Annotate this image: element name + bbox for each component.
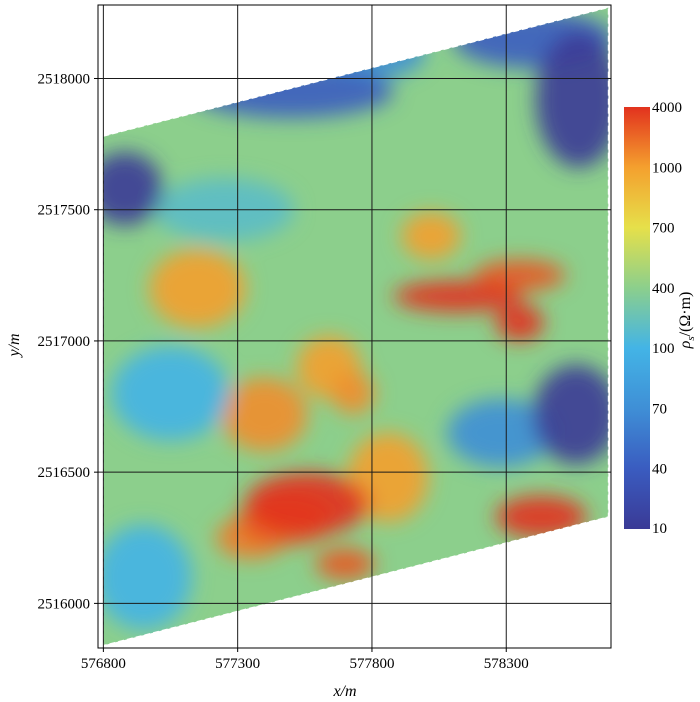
colorbar-title-subscript: s (685, 336, 697, 340)
colorbar-tick-label: 700 (652, 221, 675, 237)
resistivity-anomaly (495, 304, 544, 341)
y-ticks: 2516000 2516500 2517000 2517500 2518000 (38, 71, 98, 612)
resistivity-anomaly (103, 524, 193, 630)
colorbar-tick-label: 10 (652, 521, 667, 537)
colorbar-tick-label: 1000 (652, 160, 682, 176)
plot-border (97, 4, 612, 649)
colorbar (624, 107, 650, 529)
resistivity-anomaly (331, 372, 375, 415)
x-tick-label: 578300 (484, 656, 529, 672)
y-tick-label: 2516000 (38, 596, 91, 612)
colorbar-title-unit: /(Ω·m) (677, 292, 694, 337)
resistivity-anomaly (447, 398, 555, 467)
y-tick-label: 2518000 (38, 71, 91, 87)
x-tick-label: 576800 (81, 656, 126, 672)
resistivity-anomaly (221, 377, 308, 452)
resistivity-anomaly (535, 31, 609, 168)
resistivity-anomaly (393, 280, 523, 313)
resistivity-anomaly (533, 364, 609, 465)
colorbar-tick-label: 100 (652, 341, 675, 357)
resistivity-anomaly (103, 151, 163, 226)
colorbar-title-symbol: ρ (677, 340, 694, 349)
resistivity-anomaly (149, 249, 246, 328)
y-axis-title: y/m (6, 333, 23, 358)
resistivity-anomaly (111, 346, 230, 441)
resistivity-anomaly (474, 259, 566, 292)
resistivity-anomaly (245, 472, 370, 536)
colorbar-title: ρs/(Ω·m) (677, 292, 697, 350)
colorbar-tick-label: 4000 (652, 100, 682, 116)
y-tick-label: 2517000 (38, 334, 91, 350)
y-tick-label: 2516500 (38, 465, 91, 481)
colorbar-tick-label: 70 (652, 401, 667, 417)
resistivity-anomaly (401, 212, 461, 260)
colorbar-tick-labels: 10 40 70 100 400 700 1000 4000 (652, 100, 682, 537)
resistivity-anomaly (315, 548, 375, 580)
grid-lines (98, 5, 611, 648)
colorbar-tick-label: 400 (652, 281, 675, 297)
colorbar-tick-label: 40 (652, 462, 667, 478)
resistivity-anomaly (495, 495, 587, 538)
x-tick-label: 577800 (349, 656, 394, 672)
x-axis-title: x/m (332, 683, 356, 700)
y-tick-label: 2517500 (38, 203, 91, 219)
x-ticks: 576800 577300 577800 578300 (81, 648, 529, 672)
x-tick-label: 577300 (215, 656, 260, 672)
